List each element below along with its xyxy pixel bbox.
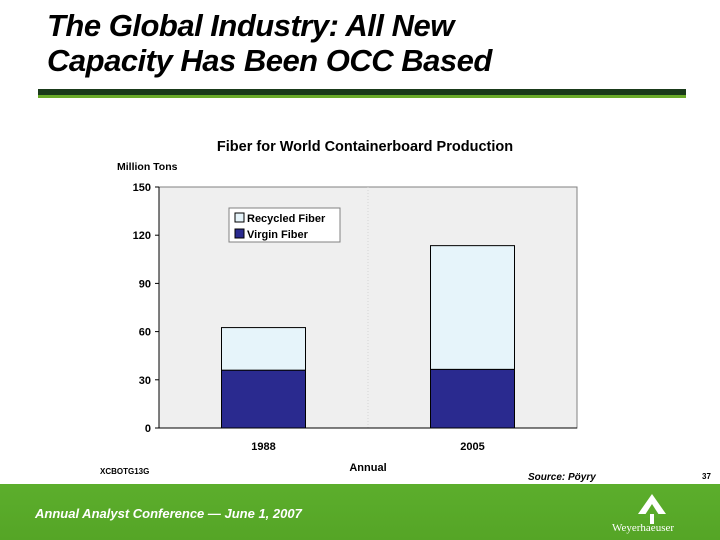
legend-label: Recycled Fiber xyxy=(247,213,326,225)
y-tick-label: 150 xyxy=(133,182,151,194)
footer-bar: Annual Analyst Conference — June 1, 2007… xyxy=(0,484,720,540)
chart-title: Fiber for World Containerboard Productio… xyxy=(217,139,513,155)
footer-conference-text: Annual Analyst Conference — June 1, 2007 xyxy=(35,506,302,521)
y-tick-label: 90 xyxy=(139,278,151,290)
company-logo-text: Weyerhaeuser xyxy=(612,522,675,534)
slide-title-line-1: The Global Industry: All New xyxy=(47,8,454,43)
x-tick-label: 2005 xyxy=(460,441,484,453)
slide-title-line-2: Capacity Has Been OCC Based xyxy=(47,43,492,78)
weyerhaeuser-tree-icon xyxy=(638,494,666,524)
legend-swatch-virgin-fiber xyxy=(234,228,245,239)
page-number: 37 xyxy=(702,472,711,481)
y-tick-label: 120 xyxy=(133,230,151,242)
x-tick-label: 1988 xyxy=(251,441,275,453)
bar-virgin-fiber-2005 xyxy=(430,368,515,429)
legend-swatch-recycled-fiber xyxy=(234,212,245,223)
source-note: Source: Pöyry xyxy=(528,472,596,483)
stacked-bar-chart: Fiber for World Containerboard Productio… xyxy=(117,139,578,474)
bar-recycled-fiber-2005 xyxy=(430,245,515,370)
slide-code: XCBOTG13G xyxy=(100,467,150,476)
bar-virgin-fiber-1988 xyxy=(221,369,306,429)
slide-title: The Global Industry: All New Capacity Ha… xyxy=(47,8,667,78)
title-divider xyxy=(38,89,686,98)
y-axis-label: Million Tons xyxy=(117,161,178,173)
legend-box xyxy=(228,207,341,243)
legend-label: Virgin Fiber xyxy=(247,229,309,241)
y-tick-label: 30 xyxy=(139,375,151,387)
y-tick-label: 60 xyxy=(139,327,151,339)
y-tick-label: 0 xyxy=(145,423,151,435)
x-axis-label: Annual xyxy=(349,462,386,474)
bar-recycled-fiber-1988 xyxy=(221,327,306,371)
chart-container: Fiber for World Containerboard Productio… xyxy=(117,139,578,474)
